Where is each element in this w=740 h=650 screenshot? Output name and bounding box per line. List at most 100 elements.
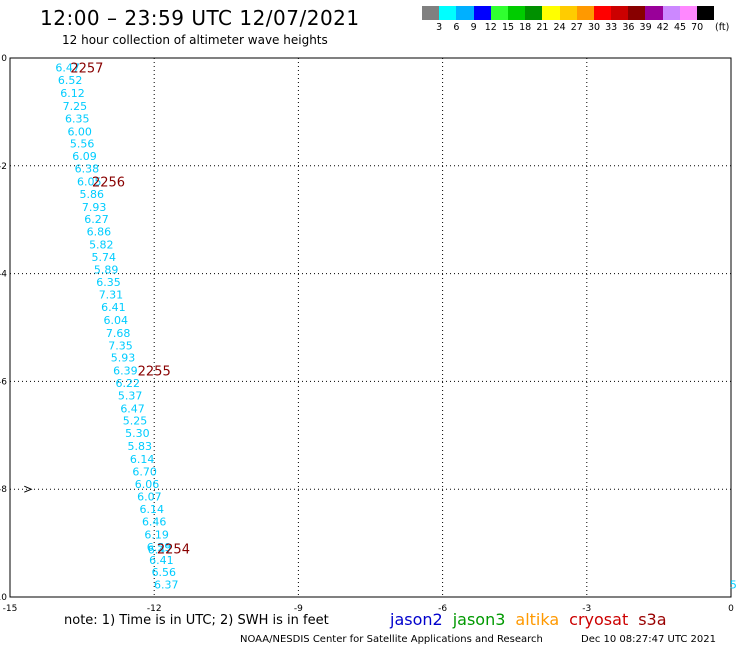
legend-tick-label: 27 <box>570 22 583 33</box>
wave-height-value: 5.93 <box>111 352 136 365</box>
wave-height-value: 6.38 <box>75 162 100 175</box>
legend-swatch <box>576 6 594 20</box>
wave-height-value: 6.07 <box>137 491 162 504</box>
legend-tick-label: 39 <box>639 22 652 33</box>
time-label: 2255 <box>138 365 171 380</box>
wave-height-value: 6.27 <box>84 213 109 226</box>
legend-swatch <box>473 6 491 20</box>
legend-swatch <box>456 6 474 20</box>
legend-swatch <box>542 6 560 20</box>
y-tick-label: 0 <box>1 54 7 64</box>
x-tick-label: -12 <box>147 604 162 614</box>
y-tick-label: -8 <box>0 485 7 495</box>
satellite-legend-item: cryosat <box>569 610 629 629</box>
x-tick-label: -9 <box>294 604 303 614</box>
wave-height-value: 6.39 <box>113 365 138 378</box>
legend-tick-label: 45 <box>673 22 687 33</box>
wave-height-value: 6.86 <box>87 226 112 239</box>
wave-height-value: 5.83 <box>128 440 153 453</box>
wave-height-value: 5.25 <box>123 415 148 428</box>
legend-swatch <box>679 6 697 20</box>
legend-swatch <box>593 6 612 20</box>
wave-height-value: 7.25 <box>63 100 88 113</box>
legend-tick-label: 6 <box>453 22 460 33</box>
wave-height-value: 6.37 <box>154 579 179 592</box>
legend-swatch <box>490 6 508 20</box>
wave-height-value: 6.47 <box>148 544 173 557</box>
chart-note: note: 1) Time is in UTC; 2) SWH is in fe… <box>64 613 329 628</box>
legend-swatch <box>645 6 663 20</box>
wave-height-value: 6.56 <box>152 566 177 579</box>
legend-swatch <box>559 6 577 20</box>
legend-swatch <box>439 6 457 20</box>
color-scale-unit: (ft) <box>715 22 730 33</box>
satellite-legend-item: jason3 <box>452 610 506 629</box>
satellite-legend-item: s3a <box>638 610 667 629</box>
footer-timestamp: Dec 10 08:27:47 UTC 2021 <box>581 634 716 645</box>
wave-height-value: 6.12 <box>60 87 85 100</box>
wave-height-value: 6.41 <box>149 554 174 567</box>
legend-tick-label: 24 <box>553 22 566 33</box>
wave-height-value: 5.86 <box>79 188 104 201</box>
plot-frame <box>9 57 732 598</box>
wave-height-value: 6.46 <box>142 516 167 529</box>
wave-height-value: 6.35 <box>65 112 90 125</box>
x-tick-label: -15 <box>3 604 18 614</box>
wave-height-value: 6.47 <box>55 62 80 75</box>
wave-height-value: 6.05 <box>77 175 102 188</box>
legend-tick-label: 33 <box>605 22 618 33</box>
x-tick-label: -3 <box>582 604 591 614</box>
wave-height-value: 5.82 <box>89 238 114 251</box>
wave-height-value: 6.14 <box>140 503 165 516</box>
legend-tick-label: 15 <box>501 22 515 33</box>
legend-swatch <box>697 6 715 20</box>
wave-height-value: 5.89 <box>94 263 119 276</box>
wave-height-value: 7.35 <box>108 339 133 352</box>
satellite-legend-item: jason2 <box>390 610 443 629</box>
wave-height-value: 6.52 <box>58 74 83 87</box>
y-tick-label: -4 <box>0 270 7 280</box>
wave-height-value: 6.59 <box>147 541 172 554</box>
wave-height-value: 6.41 <box>101 301 126 314</box>
wave-height-value: 5.37 <box>118 389 143 402</box>
wave-height-value: 6.35 <box>96 276 121 289</box>
legend-tick-label: 12 <box>484 22 497 33</box>
wave-height-value: 6.06 <box>135 478 160 491</box>
direction-marker <box>24 485 33 493</box>
legend-tick-label: 42 <box>656 22 669 33</box>
legend-swatch <box>507 6 526 20</box>
wave-height-value: 6.22 <box>116 377 141 390</box>
legend-tick-label: 30 <box>587 22 601 33</box>
wave-height-value: 6.14 <box>130 453 155 466</box>
y-tick-label: -6 <box>0 377 7 387</box>
wave-height-value: 6.70 <box>132 465 157 478</box>
legend-swatch <box>422 6 440 20</box>
wave-height-value: 7.68 <box>106 327 131 340</box>
wave-height-value: 7.31 <box>99 289 124 302</box>
wave-height-value: 6.19 <box>144 528 169 541</box>
time-label: 2254 <box>157 542 190 557</box>
legend-tick-label: 70 <box>691 22 704 33</box>
chart-subtitle: 12 hour collection of altimeter wave hei… <box>62 33 328 47</box>
x-tick-label: 0 <box>728 604 734 614</box>
y-tick-label: -10 <box>0 593 7 603</box>
chart-title: 12:00 – 23:59 UTC 12/07/2021 <box>40 6 360 30</box>
time-label: 2256 <box>92 175 125 190</box>
time-label: 2257 <box>70 62 103 77</box>
legend-tick-label: 9 <box>470 22 477 33</box>
wave-height-value: 6.47 <box>120 402 145 415</box>
legend-tick-label: 36 <box>622 22 635 33</box>
legend-swatch <box>628 6 646 20</box>
wave-height-value: 5.74 <box>91 251 116 264</box>
color-scale-ticks: 3 6 9 12 15 18 21 24 27 30 33 36 39 42 45 70 <box>422 22 740 34</box>
satellite-legend: jason2 jason3 altika cryosat s3a <box>390 610 677 629</box>
wave-height-value: 6.09 <box>72 150 97 163</box>
wave-height-value: 5.30 <box>125 427 150 440</box>
x-tick-label: -6 <box>438 604 447 614</box>
wave-height-value: 5.56 <box>70 138 95 151</box>
legend-tick-label: 3 <box>436 22 443 33</box>
wave-height-value: 7.93 <box>82 201 107 214</box>
wave-height-value: 6.00 <box>67 125 92 138</box>
legend-swatch <box>611 6 629 20</box>
